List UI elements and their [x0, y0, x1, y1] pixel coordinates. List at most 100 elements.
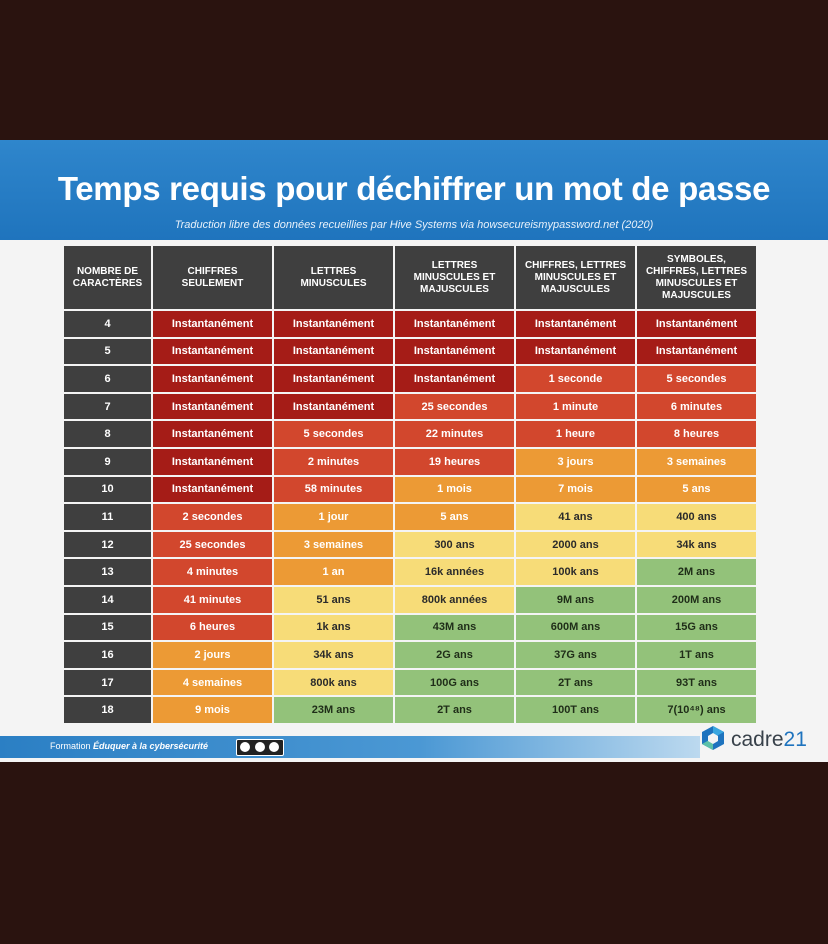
crack-time-cell: 1 seconde — [516, 366, 635, 392]
crack-time-cell: 4 minutes — [153, 559, 272, 585]
crack-time-cell: 1 mois — [395, 476, 514, 503]
table-row: 6 Instantanément Instantanément Instantaném… — [64, 366, 756, 392]
table-row: 13 4 minutes 1 an 16k années 100k ans 2M ans — [64, 559, 756, 585]
crack-time-cell: 2 secondes — [153, 504, 272, 530]
crack-time-cell: Instantanément — [395, 338, 514, 365]
crack-time-cell: 23M ans — [274, 697, 393, 723]
row-char-count: 13 — [64, 559, 151, 585]
page-subtitle: Traduction libre des données recueillies… — [174, 219, 654, 231]
crack-time-cell: 300 ans — [395, 531, 514, 558]
row-char-count: 15 — [64, 614, 151, 641]
table-body: 4 Instantanément Instantanément Instantaném… — [64, 311, 756, 723]
crack-time-cell: 41 minutes — [153, 586, 272, 613]
row-char-count: 7 — [64, 393, 151, 420]
cadre21-logo-icon — [702, 726, 724, 750]
crack-time-cell: 1T ans — [637, 642, 756, 668]
table-row: 12 25 secondes 3 semaines 300 ans 2000 ans 34… — [64, 531, 756, 558]
crack-time-cell: Instantanément — [274, 338, 393, 365]
creative-commons-by-sa-icon — [236, 739, 284, 756]
table-row: 15 6 heures 1k ans 43M ans 600M ans 15G ans — [64, 614, 756, 641]
crack-time-cell: 34k ans — [637, 531, 756, 558]
row-char-count: 12 — [64, 531, 151, 558]
row-char-count: 8 — [64, 421, 151, 447]
crack-time-cell: 2T ans — [516, 669, 635, 696]
table-row: 18 9 mois 23M ans 2T ans 100T ans 7(10⁴⁸) ans — [64, 697, 756, 723]
crack-time-cell: Instantanément — [395, 366, 514, 392]
table-row: 8 Instantanément 5 secondes 22 minutes 1 heu… — [64, 421, 756, 447]
title-banner: Temps requis pour déchiffrer un mot de p… — [0, 140, 828, 240]
crack-time-cell: 34k ans — [274, 642, 393, 668]
row-char-count: 6 — [64, 366, 151, 392]
crack-time-cell: Instantanément — [516, 338, 635, 365]
crack-time-cell: Instantanément — [637, 338, 756, 365]
row-char-count: 17 — [64, 669, 151, 696]
logo-number: 21 — [783, 728, 807, 751]
footer-prefix: Formation — [50, 741, 94, 751]
crack-time-cell: 1k ans — [274, 614, 393, 641]
logo-word: cadre — [731, 728, 784, 751]
crack-time-cell: 6 minutes — [637, 393, 756, 420]
crack-time-cell: 7 mois — [516, 476, 635, 503]
crack-time-cell: 100k ans — [516, 559, 635, 585]
crack-time-cell: Instantanément — [153, 366, 272, 392]
row-char-count: 4 — [64, 311, 151, 337]
table-row: 4 Instantanément Instantanément Instantaném… — [64, 311, 756, 337]
crack-time-cell: 9M ans — [516, 586, 635, 613]
crack-time-cell: 9 mois — [153, 697, 272, 723]
crack-time-cell: 41 ans — [516, 504, 635, 530]
crack-time-cell: 3 jours — [516, 448, 635, 475]
crack-time-cell: 800k ans — [274, 669, 393, 696]
footer-course-name: Éduquer à la cybersécurité — [93, 741, 209, 751]
row-char-count: 9 — [64, 448, 151, 475]
crack-time-cell: 800k années — [395, 586, 514, 613]
crack-time-cell: 5 secondes — [637, 366, 756, 392]
page-title: Temps requis pour déchiffrer un mot de p… — [57, 170, 771, 207]
password-crack-table: NOMBRE DE CARACTÈRES CHIFFRES SEULEMENT … — [62, 244, 758, 725]
crack-time-cell: 16k années — [395, 559, 514, 585]
crack-time-cell: 400 ans — [637, 504, 756, 530]
crack-time-cell: 19 heures — [395, 448, 514, 475]
crack-time-cell: 3 semaines — [274, 531, 393, 558]
crack-time-cell: 37G ans — [516, 642, 635, 668]
footer-bar: Formation Éduquer à la cybersécurité — [0, 736, 700, 758]
crack-time-cell: 93T ans — [637, 669, 756, 696]
crack-time-cell: 1 jour — [274, 504, 393, 530]
crack-time-cell: 5 secondes — [274, 421, 393, 447]
crack-time-cell: 2M ans — [637, 559, 756, 585]
crack-time-cell: 2G ans — [395, 642, 514, 668]
crack-time-cell: 1 heure — [516, 421, 635, 447]
crack-time-cell: 1 an — [274, 559, 393, 585]
crack-time-cell: 2 jours — [153, 642, 272, 668]
row-char-count: 11 — [64, 504, 151, 530]
crack-time-cell: 6 heures — [153, 614, 272, 641]
crack-time-cell: 100T ans — [516, 697, 635, 723]
crack-time-cell: 2T ans — [395, 697, 514, 723]
crack-time-cell: Instantanément — [274, 393, 393, 420]
crack-time-cell: 3 semaines — [637, 448, 756, 475]
crack-time-cell: 51 ans — [274, 586, 393, 613]
header-characters: NOMBRE DE CARACTÈRES — [64, 246, 151, 309]
crack-time-cell: Instantanément — [153, 421, 272, 447]
table-row: 5 Instantanément Instantanément Instantaném… — [64, 338, 756, 365]
table-header-row: NOMBRE DE CARACTÈRES CHIFFRES SEULEMENT … — [64, 246, 756, 309]
crack-time-cell: Instantanément — [274, 366, 393, 392]
table-row: 11 2 secondes 1 jour 5 ans 41 ans 400 ans — [64, 504, 756, 530]
crack-time-cell: 600M ans — [516, 614, 635, 641]
table-row: 16 2 jours 34k ans 2G ans 37G ans 1T ans — [64, 642, 756, 668]
table-row: 9 Instantanément 2 minutes 19 heures 3 jours… — [64, 448, 756, 475]
header-mixed-case: LETTRES MINUSCULES ET MAJUSCULES — [395, 246, 514, 309]
crack-time-cell: 58 minutes — [274, 476, 393, 503]
crack-time-cell: 100G ans — [395, 669, 514, 696]
cadre21-logo-text: cadre21 — [731, 728, 807, 752]
crack-time-cell: Instantanément — [153, 393, 272, 420]
crack-time-cell: 4 semaines — [153, 669, 272, 696]
header-lowercase: LETTRES MINUSCULES — [274, 246, 393, 309]
crack-time-cell: Instantanément — [153, 476, 272, 503]
crack-time-cell: 5 ans — [395, 504, 514, 530]
header-digits-mixed-case: CHIFFRES, LETTRES MINUSCULES ET MAJUSCUL… — [516, 246, 635, 309]
crack-time-cell: 2 minutes — [274, 448, 393, 475]
crack-time-cell: Instantanément — [516, 311, 635, 337]
crack-time-cell: 2000 ans — [516, 531, 635, 558]
row-char-count: 18 — [64, 697, 151, 723]
crack-time-cell: Instantanément — [637, 311, 756, 337]
